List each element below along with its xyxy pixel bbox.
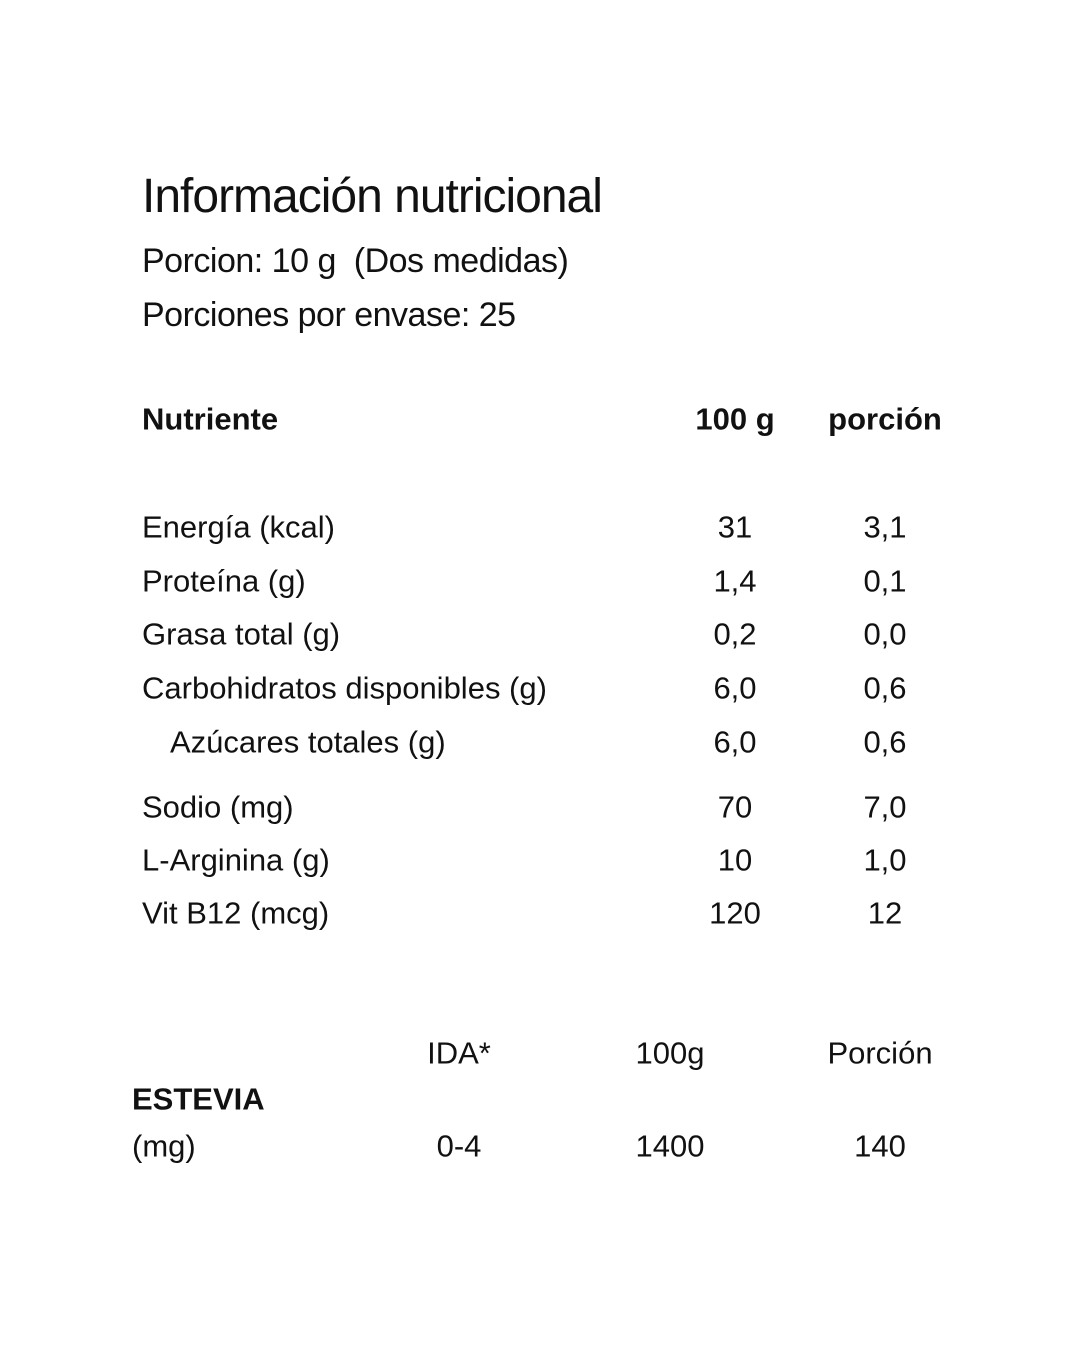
cell-value: 6,0 — [713, 724, 757, 760]
cell-value: 140 — [854, 1128, 906, 1164]
nutrient-name: Carbohidratos disponibles (g) — [142, 670, 547, 706]
title: Información nutricional — [142, 170, 603, 223]
cell-value: 0-4 — [436, 1128, 482, 1164]
cell-value: 70 — [717, 789, 753, 825]
cell-value: 6,0 — [713, 670, 757, 706]
cell-value: 0,1 — [863, 563, 907, 599]
cell-value: 0,2 — [713, 616, 757, 652]
nutrient-name: Sodio (mg) — [142, 789, 294, 825]
column-header: porción — [828, 401, 942, 437]
cell-value: 0,6 — [863, 670, 907, 706]
column-header: 100g — [635, 1035, 705, 1071]
column-header: Porción — [827, 1035, 933, 1071]
stevia-unit: (mg) — [132, 1128, 196, 1164]
cell-value: 1,4 — [713, 563, 757, 599]
nutrient-name: Proteína (g) — [142, 563, 306, 599]
cell-value: 1,0 — [863, 842, 907, 878]
cell-value: 7,0 — [863, 789, 907, 825]
column-header: Nutriente — [142, 401, 279, 437]
column-header: 100 g — [695, 401, 775, 437]
nutrient-name: Energía (kcal) — [142, 509, 335, 545]
cell-value: 0,6 — [863, 724, 907, 760]
servings-per-container: Porciones por envase: 25 — [142, 296, 516, 334]
nutrient-name: Vit B12 (mcg) — [142, 895, 330, 931]
nutrient-name: Grasa total (g) — [142, 616, 341, 652]
cell-value: 120 — [709, 895, 761, 931]
cell-value: 0,0 — [863, 616, 907, 652]
nutrient-name: Azúcares totales (g) — [170, 724, 446, 760]
stevia-label: ESTEVIA — [132, 1081, 265, 1117]
cell-value: 12 — [867, 895, 903, 931]
serving: Porcion: 10 g (Dos medidas) — [142, 242, 569, 280]
column-header: IDA* — [427, 1035, 491, 1071]
nutrient-name: L-Arginina (g) — [142, 842, 330, 878]
cell-value: 10 — [717, 842, 753, 878]
cell-value: 1400 — [635, 1128, 705, 1164]
cell-value: 3,1 — [863, 509, 907, 545]
cell-value: 31 — [717, 509, 753, 545]
